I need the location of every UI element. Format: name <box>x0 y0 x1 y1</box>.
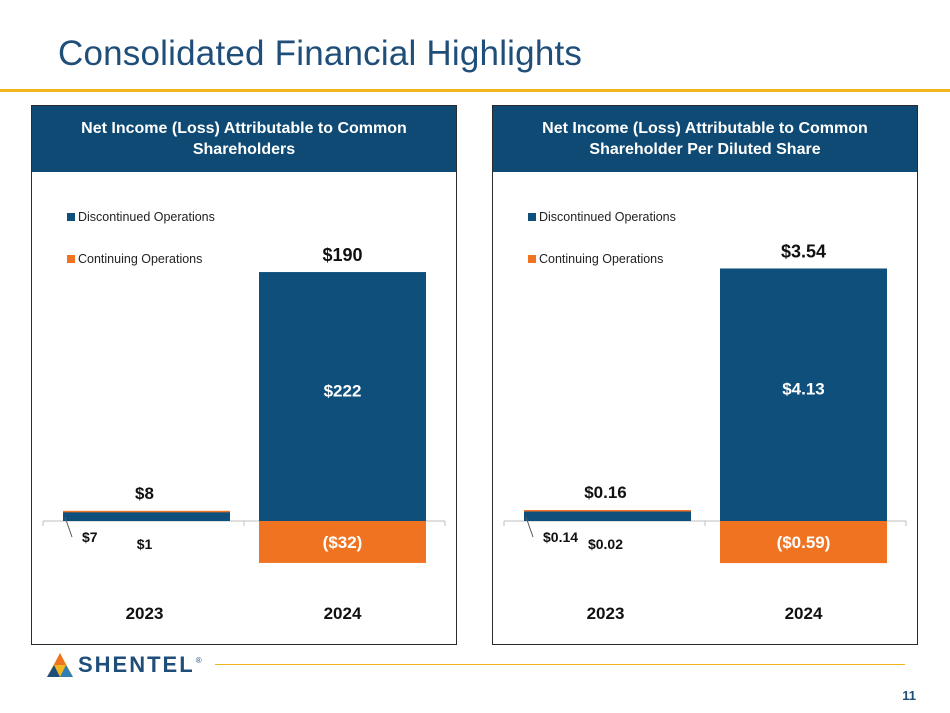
bar-value-label: ($0.59) <box>777 533 831 552</box>
bar-continuing <box>524 510 691 512</box>
legend-swatch <box>67 255 75 263</box>
chart-panel-per-share: Net Income (Loss) Attributable to Common… <box>492 105 918 645</box>
x-tick-label: 2024 <box>324 604 362 623</box>
total-label: $190 <box>322 245 362 265</box>
legend-label: Discontinued Operations <box>78 210 215 224</box>
footer-divider <box>215 664 905 665</box>
chart-panel-net-income: Net Income (Loss) Attributable to Common… <box>31 105 457 645</box>
chart-title: Net Income (Loss) Attributable to Common… <box>32 106 456 172</box>
x-tick-label: 2024 <box>785 604 823 623</box>
bar-discontinued <box>63 511 230 521</box>
bar-value-label: $222 <box>324 382 362 401</box>
bar-discontinued <box>259 272 426 521</box>
total-label: $8 <box>135 484 154 503</box>
legend-swatch <box>67 213 75 221</box>
bar-discontinued <box>720 268 887 521</box>
per-share-chart: Discontinued Operations Continuing Operat… <box>503 210 907 623</box>
legend-label: Continuing Operations <box>539 252 663 266</box>
legend-swatch <box>528 213 536 221</box>
leader-line <box>64 516 73 538</box>
legend-label: Continuing Operations <box>78 252 202 266</box>
x-tick-label: 2023 <box>587 604 625 623</box>
shentel-logo-icon <box>47 653 73 677</box>
bar-value-label: $7 <box>82 529 98 545</box>
legend-label: Discontinued Operations <box>539 210 676 224</box>
page-number: 11 <box>902 688 916 703</box>
company-logo: SHENTEL ® <box>46 652 202 678</box>
title-divider <box>0 89 950 92</box>
chart-title: Net Income (Loss) Attributable to Common… <box>493 106 917 172</box>
net-income-chart: Discontinued Operations Continuing Operat… <box>42 210 446 623</box>
bar-value-label: $1 <box>137 536 153 552</box>
total-label: $0.16 <box>584 483 627 502</box>
page-title: Consolidated Financial Highlights <box>58 34 583 73</box>
logo-wordmark: SHENTEL <box>78 652 195 677</box>
bar-value-label: ($32) <box>323 533 363 552</box>
bar-value-label: $0.14 <box>543 529 578 545</box>
bar-continuing <box>63 510 230 513</box>
legend-swatch <box>528 255 536 263</box>
registered-mark: ® <box>195 656 202 665</box>
total-label: $3.54 <box>781 241 826 261</box>
leader-line <box>525 516 534 538</box>
bar-value-label: $4.13 <box>782 380 825 399</box>
bar-value-label: $0.02 <box>588 536 623 552</box>
bar-discontinued <box>524 511 691 521</box>
bar-continuing <box>720 521 887 564</box>
bar-continuing <box>259 521 426 563</box>
x-tick-label: 2023 <box>126 604 164 623</box>
